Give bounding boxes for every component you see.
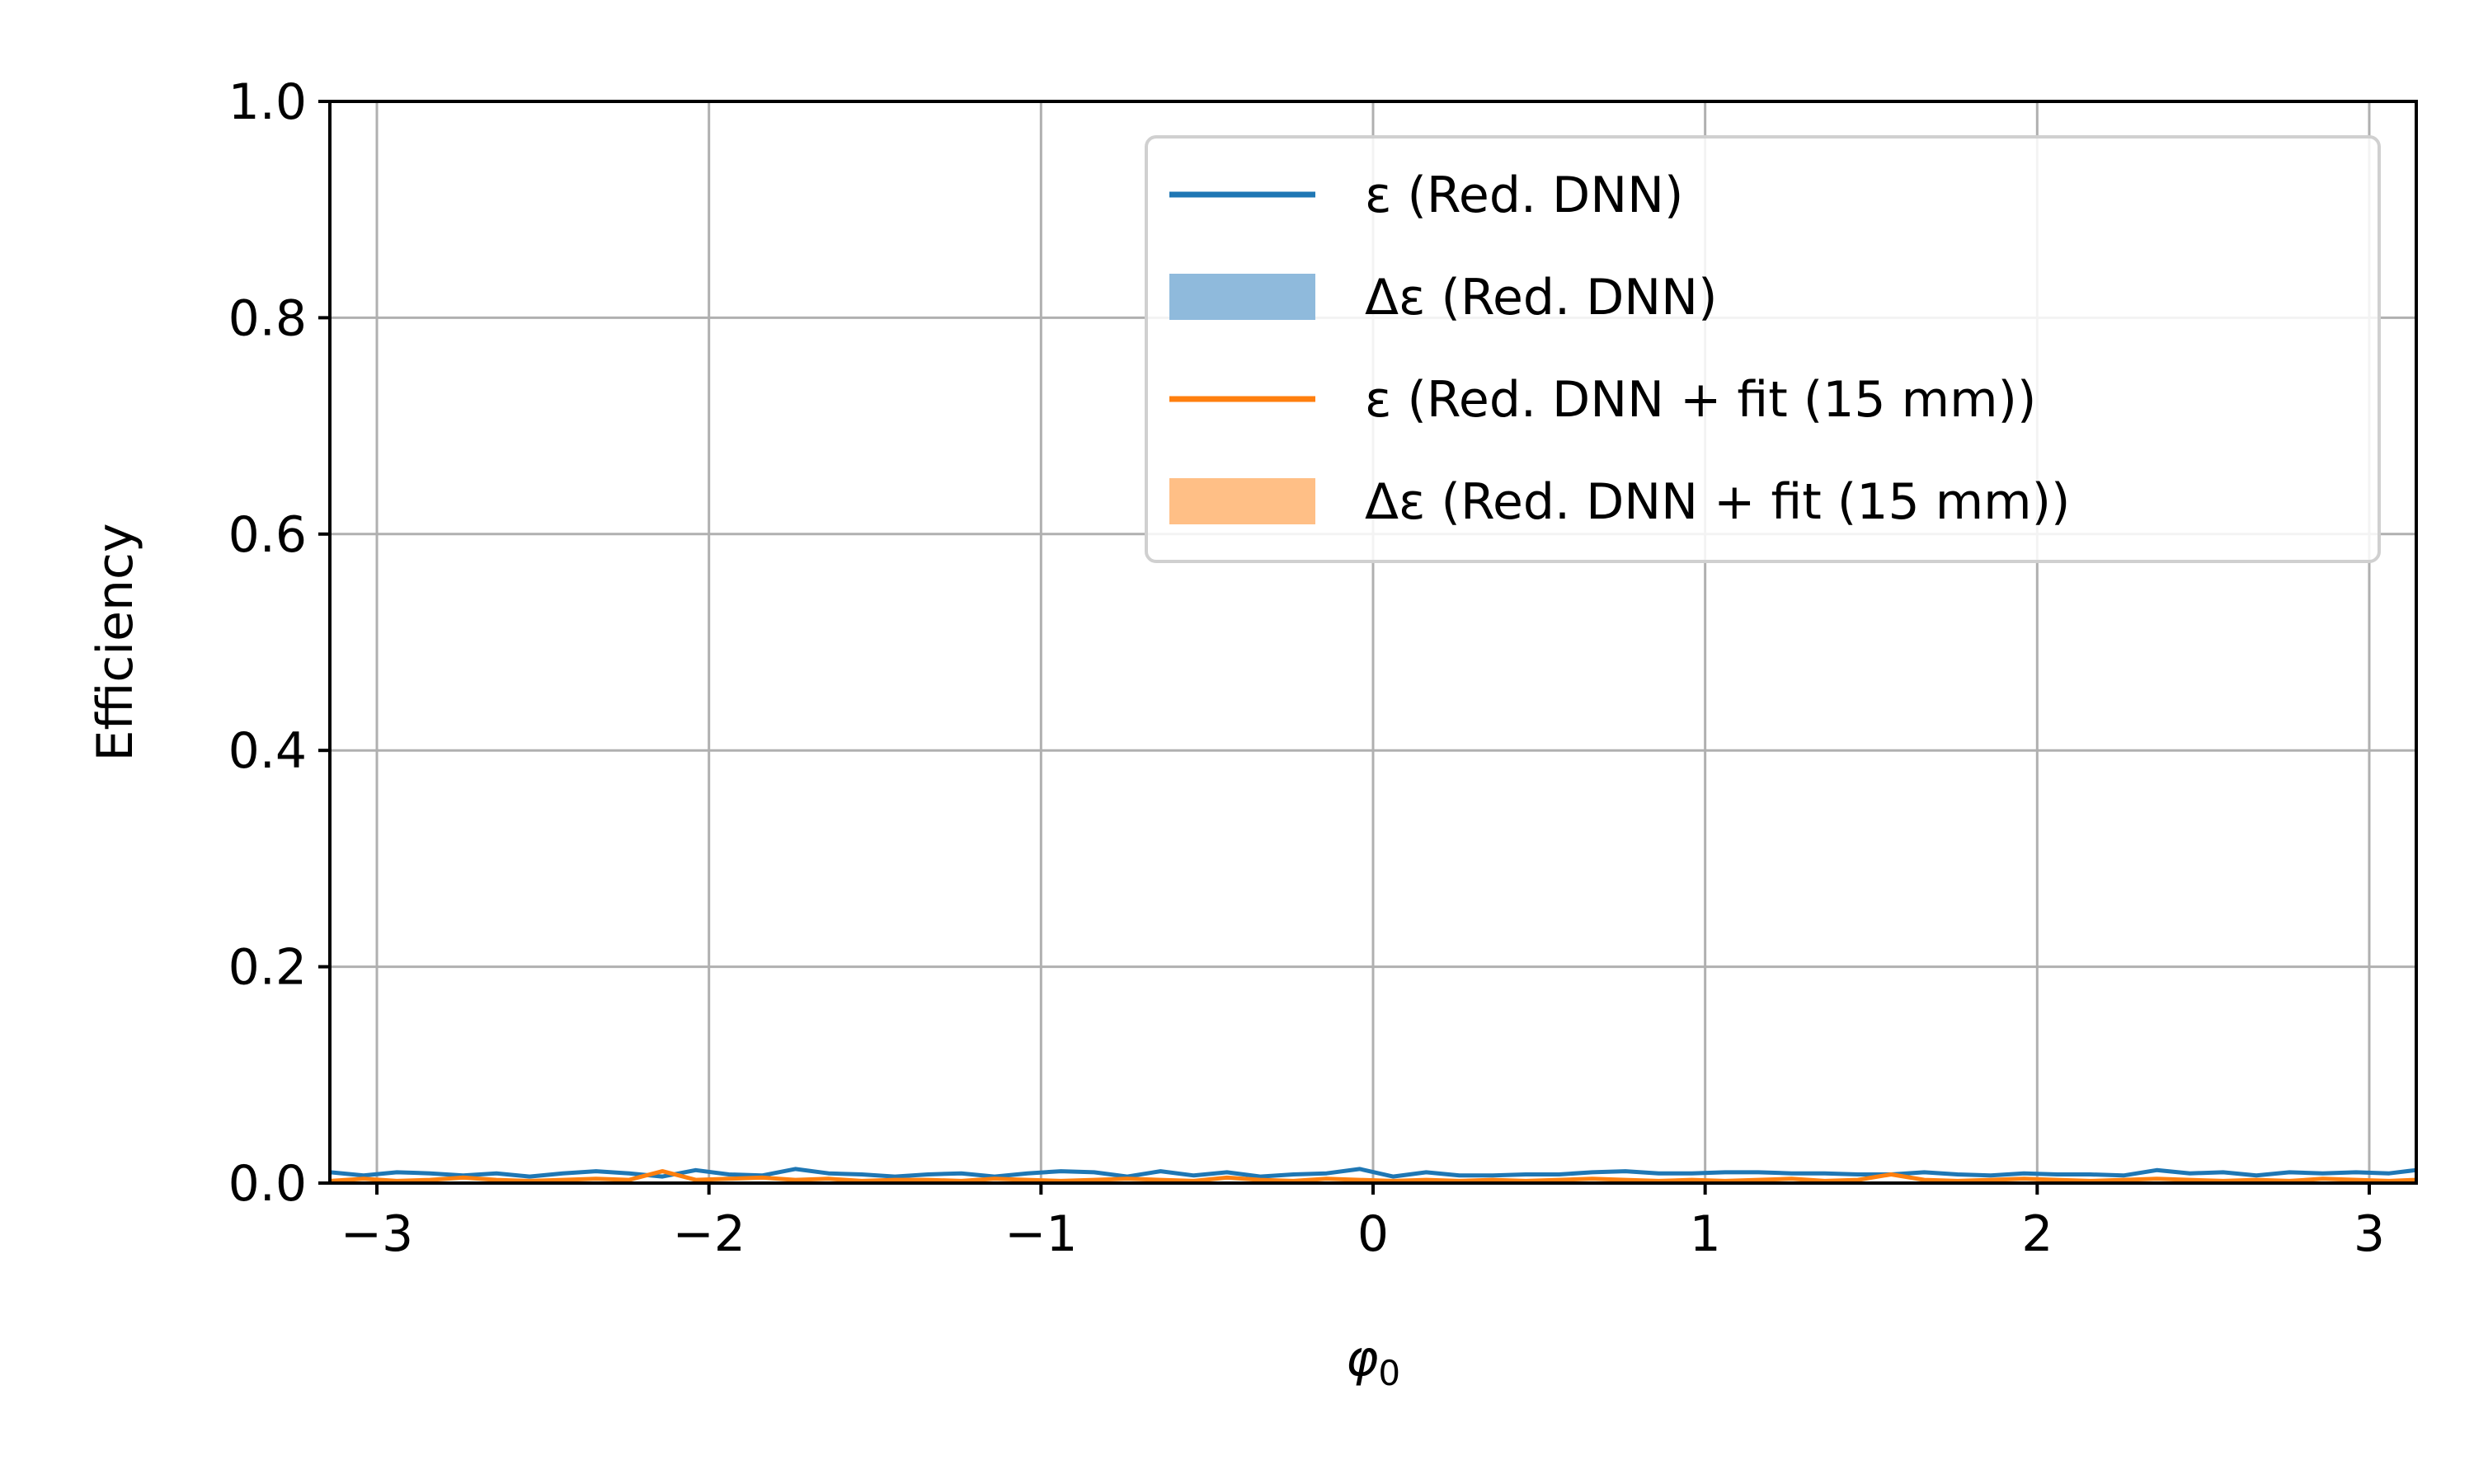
- x-tick-label: −3: [341, 1205, 413, 1263]
- legend-label: ε (Red. DNN + fit (15 mm)): [1365, 371, 2036, 429]
- x-axis-label: φ0: [1346, 1330, 1400, 1393]
- x-axis-label-subscript: 0: [1378, 1353, 1400, 1393]
- legend-box: [1145, 135, 2381, 563]
- y-tick-label: 0.8: [228, 289, 307, 347]
- x-tick-label: 0: [1357, 1205, 1389, 1263]
- x-tick-label: 1: [1690, 1205, 1721, 1263]
- x-axis-ticks: −3 −2 −1 0 1 2 3: [341, 1183, 2385, 1263]
- y-tick-label: 0.6: [228, 506, 307, 564]
- x-tick-label: 2: [2021, 1205, 2053, 1263]
- legend-label: Δε (Red. DNN): [1365, 269, 1717, 326]
- legend-label: Δε (Red. DNN + fit (15 mm)): [1365, 473, 2070, 531]
- legend: ε (Red. DNN) Δε (Red. DNN) ε (Red. DNN + f…: [1145, 135, 2381, 563]
- series-line-2: [330, 1169, 2416, 1183]
- legend-patch-swatch: [1169, 478, 1315, 524]
- x-tick-label: 3: [2354, 1205, 2385, 1263]
- legend-patch-swatch: [1169, 274, 1315, 320]
- y-tick-label: 1.0: [228, 73, 307, 131]
- x-tick-label: −2: [672, 1205, 745, 1263]
- x-axis-label-symbol: φ: [1346, 1330, 1379, 1388]
- series-line-1: [330, 1167, 2416, 1179]
- y-tick-label: 0.4: [228, 722, 307, 780]
- y-tick-label: 0.2: [228, 939, 307, 997]
- y-axis-ticks: 0.0 0.2 0.4 0.6 0.8 1.0: [228, 73, 330, 1213]
- series-lines: [330, 1167, 2416, 1183]
- legend-label: ε (Red. DNN): [1365, 167, 1683, 224]
- y-axis-label: Efficiency: [87, 523, 144, 761]
- x-tick-label: −1: [1004, 1205, 1077, 1263]
- y-tick-label: 0.0: [228, 1155, 307, 1213]
